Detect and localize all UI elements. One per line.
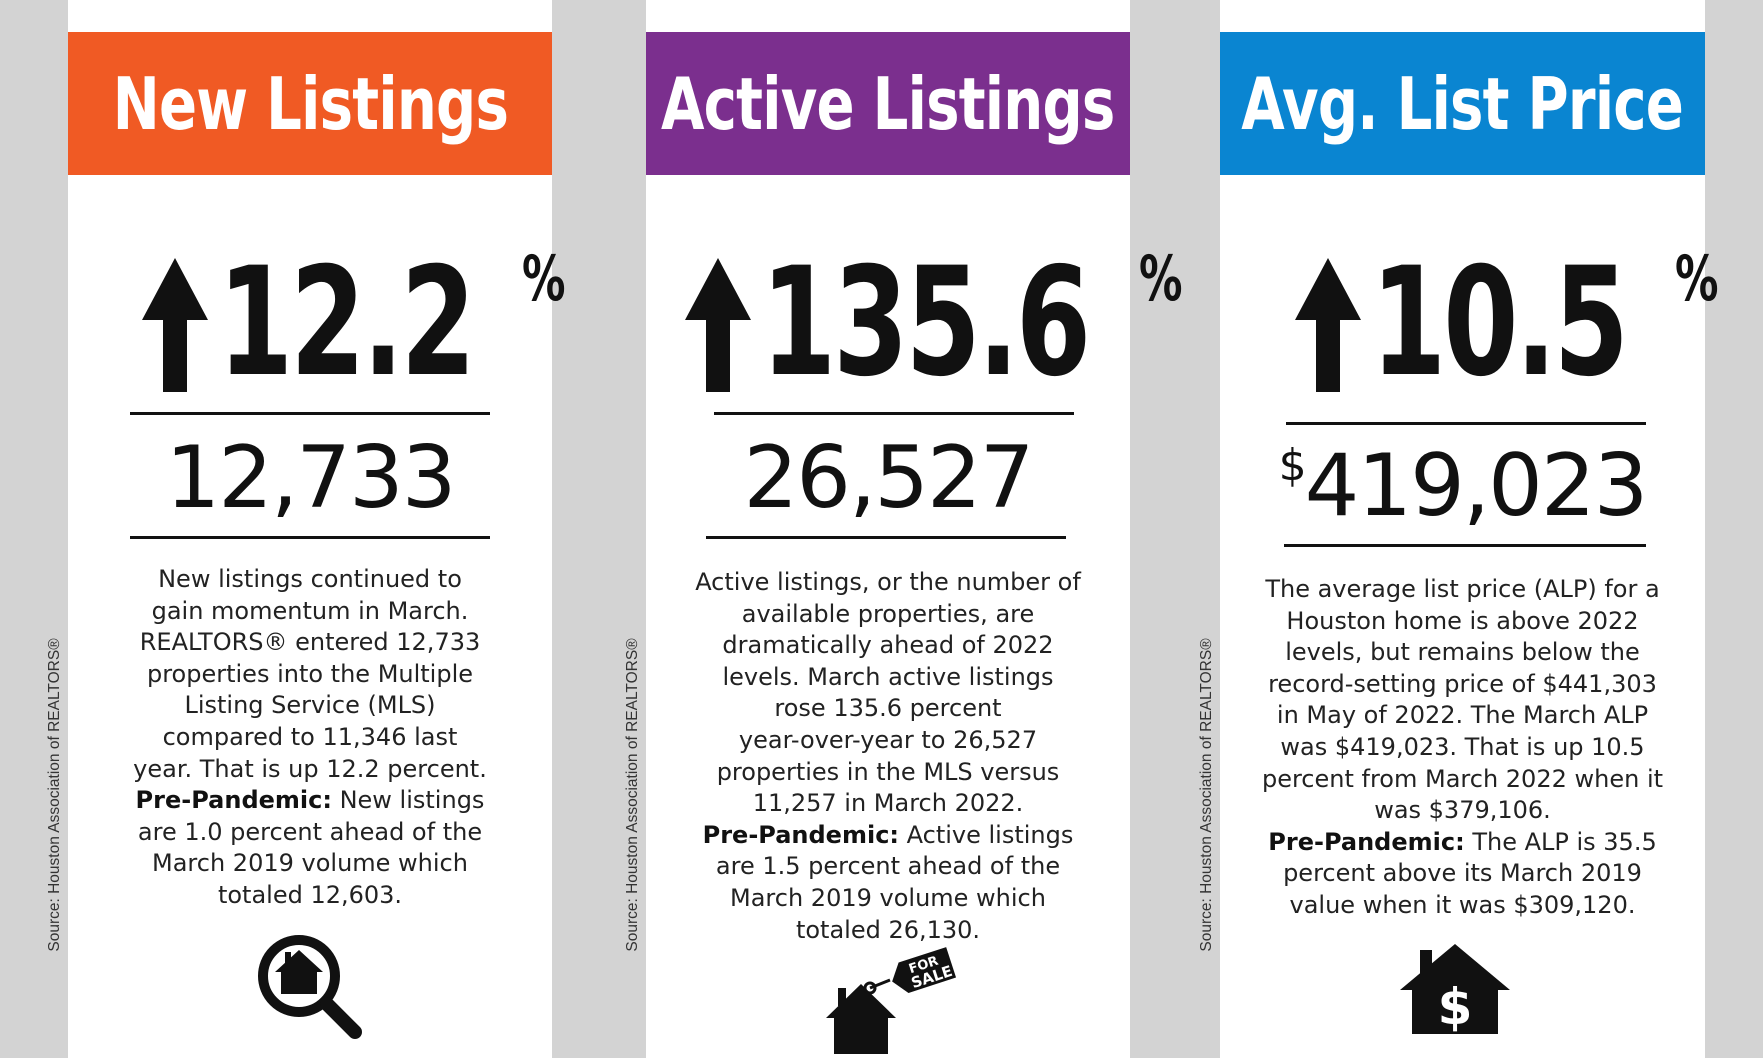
- divider: [714, 412, 1074, 415]
- desc-line: Active listings, or the number of: [695, 568, 1081, 596]
- divider: [706, 536, 1066, 539]
- avg-list-price-percent: 10.5: [1370, 236, 1629, 410]
- desc-line: compared to 11,346 last: [162, 722, 458, 751]
- source-note: Source: Houston Association of REALTORS®: [1198, 638, 1215, 952]
- new-listings-value: 12,733: [165, 428, 457, 528]
- house-dollar-icon: $: [1400, 944, 1510, 1034]
- currency-symbol: $: [1278, 440, 1307, 491]
- avg-list-price-amount: 419,023: [1304, 436, 1649, 536]
- desc-line: March 2019 volume which: [730, 883, 1046, 912]
- desc-line: year. That is up 12.2 percent.: [133, 754, 487, 783]
- active-listings-panel: Active Listings 135.6 % 26,527 Active li…: [624, 0, 1183, 1058]
- desc-line: 11,257 in March 2022.: [752, 789, 1024, 818]
- active-listings-value: 26,527: [743, 428, 1035, 528]
- desc-line: REALTORS® entered 12,733: [139, 628, 481, 657]
- desc-line: totaled 26,130.: [795, 915, 981, 944]
- prepandemic-label: Pre-Pandemic:: [702, 820, 900, 849]
- desc-line: rose 135.6 percent: [774, 694, 1002, 723]
- new-listings-percent: 12.2: [218, 236, 476, 410]
- desc-line: percent from March 2022 when it: [1261, 764, 1664, 793]
- prepandemic-text: The ALP is 35.5: [1464, 827, 1657, 856]
- desc-line: Houston home is above 2022: [1286, 606, 1639, 635]
- percent-sign: %: [522, 242, 566, 315]
- desc-line: levels, but remains below the: [1285, 638, 1640, 667]
- prepandemic-line: Pre-Pandemic: Active listings: [666, 820, 1110, 852]
- desc-line: properties in the MLS versus: [716, 757, 1060, 786]
- up-arrow-icon: [142, 258, 208, 392]
- desc-line: record-setting price of $441,303: [1268, 669, 1657, 698]
- desc-line: was $379,106.: [1374, 796, 1551, 825]
- avg-list-price-description: The average list price (ALP) for a Houst…: [1240, 574, 1685, 922]
- new-listings-title: New Listings: [112, 61, 508, 146]
- house-for-sale-icon: FOR SALE: [826, 947, 956, 1054]
- desc-line: New listings continued to: [158, 565, 462, 593]
- prepandemic-text: New listings: [331, 786, 485, 815]
- desc-line: value when it was $309,120.: [1289, 890, 1636, 919]
- desc-line: was $419,023. That is up 10.5: [1280, 732, 1645, 761]
- avg-list-price-percent-row: 10.5 %: [1220, 236, 1718, 410]
- desc-line: totaled 12,603.: [217, 880, 403, 909]
- desc-line: percent above its March 2019: [1283, 859, 1642, 888]
- desc-line: year-over-year to 26,527: [738, 725, 1038, 754]
- desc-line: available properties, are: [741, 599, 1035, 628]
- source-note: Source: Houston Association of REALTORS®: [46, 638, 63, 952]
- desc-line: in May of 2022. The March ALP: [1276, 701, 1649, 730]
- up-arrow-icon: [1294, 258, 1361, 392]
- divider: [1284, 544, 1646, 547]
- desc-line: are 1.5 percent ahead of the: [715, 852, 1061, 881]
- new-listings-panel: New Listings 12.2 % 12,733 New listings …: [46, 0, 566, 1058]
- new-listings-description: New listings continued to gain momentum …: [108, 564, 512, 912]
- divider: [130, 412, 490, 415]
- avg-list-price-value: $419,023: [1220, 436, 1705, 536]
- active-listings-percent-row: 135.6 %: [646, 236, 1183, 410]
- percent-sign: %: [1674, 242, 1719, 315]
- percent-sign: %: [1139, 242, 1183, 315]
- up-arrow-icon: [685, 258, 751, 392]
- desc-line: dramatically ahead of 2022: [722, 631, 1054, 660]
- new-listings-percent-row: 12.2 %: [68, 236, 566, 410]
- desc-line: levels. March active listings: [722, 662, 1054, 691]
- desc-line: The average list price (ALP) for a: [1265, 575, 1660, 603]
- active-listings-description: Active listings, or the number of availa…: [666, 567, 1110, 946]
- home-search-icon: [258, 935, 362, 1039]
- desc-line: gain momentum in March.: [151, 596, 469, 625]
- prepandemic-label: Pre-Pandemic:: [1268, 827, 1465, 856]
- prepandemic-line: Pre-Pandemic: The ALP is 35.5: [1240, 827, 1685, 859]
- avg-list-price-header: Avg. List Price: [1220, 32, 1705, 175]
- prepandemic-label: Pre-Pandemic:: [135, 786, 332, 815]
- desc-line: March 2019 volume which: [152, 849, 468, 878]
- active-listings-header: Active Listings: [646, 32, 1130, 175]
- new-listings-header: New Listings: [68, 32, 552, 175]
- desc-line: are 1.0 percent ahead of the: [137, 817, 483, 846]
- desc-line: Listing Service (MLS): [184, 691, 436, 720]
- active-listings-percent: 135.6: [761, 236, 1091, 410]
- divider: [130, 536, 490, 539]
- avg-list-price-panel: Avg. List Price 10.5 % $419,023 The aver…: [1198, 0, 1718, 1058]
- prepandemic-line: Pre-Pandemic: New listings: [108, 785, 512, 817]
- divider: [1286, 422, 1646, 425]
- active-listings-title: Active Listings: [661, 61, 1115, 146]
- prepandemic-text: Active listings: [899, 820, 1074, 849]
- desc-line: properties into the Multiple: [146, 659, 474, 688]
- source-note: Source: Houston Association of REALTORS®: [624, 638, 641, 952]
- avg-list-price-title: Avg. List Price: [1241, 61, 1685, 146]
- dollar-sign-glyph: $: [1438, 978, 1473, 1034]
